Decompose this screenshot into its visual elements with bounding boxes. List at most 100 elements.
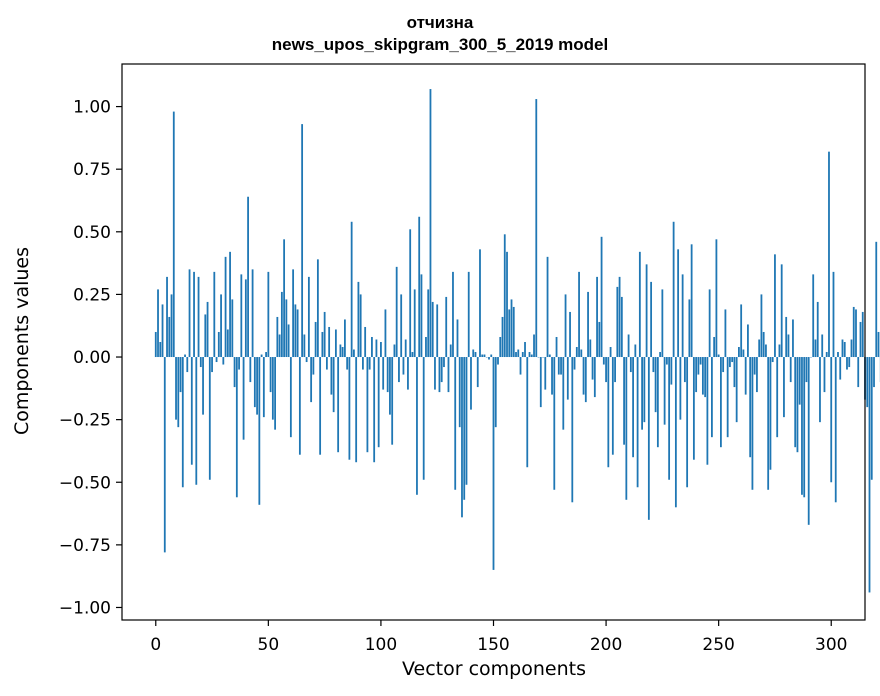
bar — [339, 344, 342, 358]
bar — [359, 294, 362, 358]
bar — [600, 236, 603, 358]
bar — [645, 264, 648, 358]
bar — [553, 357, 556, 490]
bar — [316, 259, 319, 358]
bar — [729, 357, 731, 368]
bar — [593, 357, 596, 398]
bar — [330, 357, 333, 395]
bar — [177, 357, 180, 428]
bar — [609, 347, 612, 358]
bar — [310, 357, 313, 403]
bar — [839, 357, 842, 380]
bar — [870, 357, 873, 480]
bar — [616, 286, 619, 358]
x-tick-label: 250 — [702, 635, 734, 655]
bar — [735, 357, 738, 423]
bar — [287, 324, 290, 358]
bar — [555, 336, 558, 358]
bar — [386, 357, 389, 393]
bar — [289, 357, 292, 438]
bar — [796, 357, 799, 453]
bar — [278, 334, 281, 358]
bar — [235, 357, 238, 498]
bar — [778, 344, 781, 358]
bar — [643, 357, 646, 423]
bar — [416, 357, 418, 495]
bar — [530, 354, 533, 358]
bar — [668, 357, 671, 480]
bar — [179, 357, 182, 393]
bar — [751, 357, 754, 490]
bar — [713, 336, 716, 358]
bar — [488, 357, 490, 360]
bar — [492, 357, 495, 570]
bar — [479, 249, 481, 358]
bar — [663, 357, 666, 425]
bar — [611, 357, 614, 455]
bar — [767, 357, 770, 490]
bar — [184, 354, 186, 358]
bar — [168, 316, 171, 358]
bar — [868, 357, 871, 593]
bar — [355, 357, 358, 463]
bar — [422, 357, 425, 480]
bar — [393, 344, 396, 358]
bar — [620, 296, 623, 358]
bar — [596, 276, 598, 358]
bar — [362, 357, 364, 370]
bar — [589, 339, 592, 358]
bar — [704, 357, 707, 398]
bar — [861, 311, 864, 358]
bar — [852, 306, 855, 358]
bar — [154, 331, 157, 358]
bar — [159, 342, 162, 358]
bar — [828, 151, 830, 358]
bar — [535, 99, 538, 358]
bar — [598, 321, 601, 358]
bar — [175, 357, 177, 420]
bar — [452, 271, 454, 358]
bar — [618, 276, 621, 358]
bar — [382, 357, 385, 390]
bar — [467, 271, 470, 358]
bar — [569, 311, 571, 358]
bar — [816, 301, 819, 358]
bar — [650, 281, 653, 358]
bar — [578, 271, 580, 358]
bar — [819, 357, 821, 423]
bar — [877, 331, 880, 358]
bar — [325, 357, 328, 370]
bar — [789, 357, 792, 383]
bar — [632, 357, 634, 458]
bar — [364, 326, 367, 358]
y-axis-ticks: −1.00 −0.75 −0.50 −0.25 0.00 0.25 0.50 0.75 1.00 — [59, 98, 122, 618]
bar — [197, 276, 200, 358]
bar — [229, 251, 231, 358]
bar — [677, 249, 680, 358]
x-tick-label: 50 — [258, 635, 280, 655]
bar — [780, 264, 783, 358]
bar — [251, 269, 254, 358]
bar — [533, 334, 535, 358]
bar — [686, 357, 689, 488]
bar — [418, 216, 421, 358]
bar — [551, 357, 553, 395]
bar — [204, 314, 207, 358]
bar — [665, 357, 668, 365]
bar — [627, 334, 630, 358]
bar — [328, 326, 331, 358]
bar — [497, 357, 499, 365]
bar — [769, 357, 772, 470]
bar — [276, 316, 279, 358]
bar — [607, 357, 610, 468]
bar — [783, 357, 785, 418]
bar — [490, 354, 493, 358]
bar — [843, 342, 846, 358]
bar — [298, 357, 301, 455]
bar — [510, 299, 513, 358]
bar — [440, 357, 443, 383]
bar — [521, 352, 524, 358]
bar — [262, 357, 265, 418]
y-tick-label: −1.00 — [59, 598, 111, 618]
